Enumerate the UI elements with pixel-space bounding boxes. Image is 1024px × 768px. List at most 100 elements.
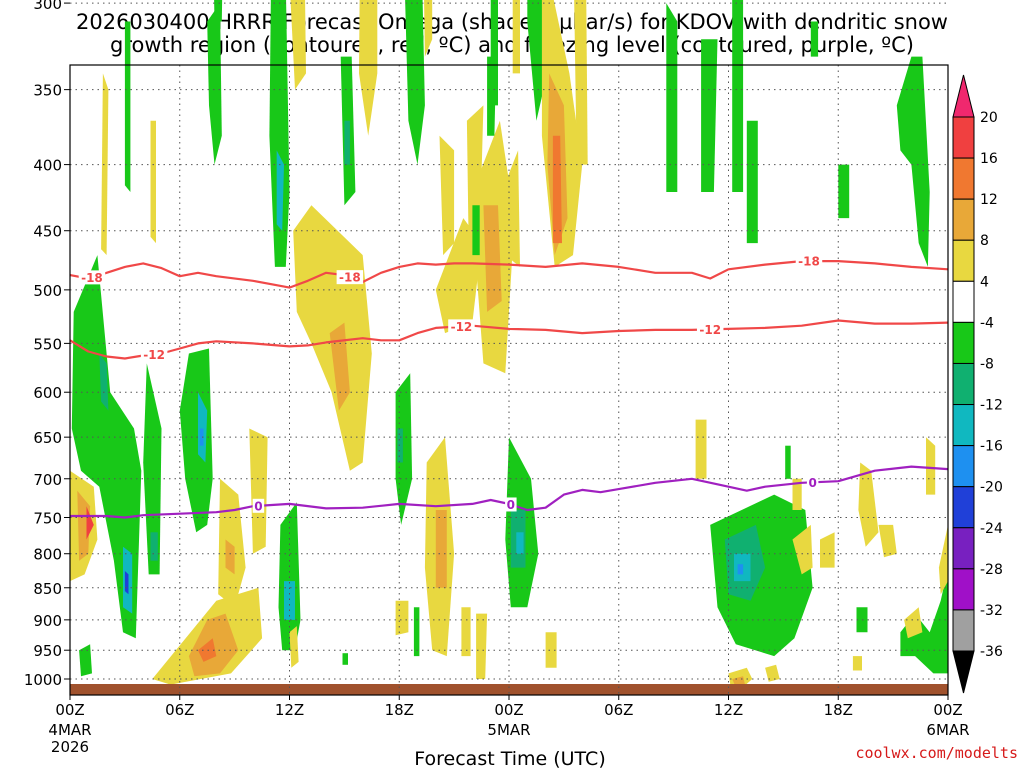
omega-region-37 (424, 0, 433, 57)
x-tick-label-2: 12Z (275, 701, 304, 719)
omega-region-6 (124, 571, 129, 595)
colorbar-label-8: -16 (980, 439, 1003, 455)
omega-region-64 (574, 0, 588, 165)
contour-label-0-2: -18 (798, 255, 820, 269)
x-tick-label-4: 00Z (494, 701, 523, 719)
contour-label-2-2: 0 (808, 476, 816, 490)
omega-region-70 (810, 21, 819, 57)
chart-title-line2: growth region (contoured, red, ºC) and f… (110, 33, 914, 57)
y-tick-label-400: 400 (33, 157, 62, 175)
x-axis-label: Forecast Time (UTC) (414, 748, 605, 768)
omega-region-23 (249, 428, 268, 554)
omega-region-84 (858, 462, 879, 547)
omega-region-86 (838, 164, 850, 219)
contour-label-bg-2-0 (252, 498, 265, 513)
omega-region-62 (552, 135, 562, 244)
colorbar: 20 16 12 8 4 -4 -8 -12 -16 -20 -24 -28 -32 -36 (952, 74, 1003, 694)
contour-label-bg-0-2 (795, 254, 823, 269)
omega-region-83 (820, 532, 835, 568)
contour-labels: -18 -18 -18 -12 -12 -12 0 0 0 (78, 254, 823, 513)
omega-region-38 (395, 373, 413, 525)
omega-region-9 (101, 73, 109, 256)
colorbar-segment-3 (952, 239, 975, 282)
colorbar-segment-1 (952, 157, 975, 200)
omega-region-7 (79, 644, 92, 677)
omega-region-45 (435, 510, 447, 588)
omega-region-71 (695, 419, 707, 479)
x-tick-sublabel-8-0: 6MAR (926, 721, 969, 739)
omega-region-39 (397, 428, 403, 463)
y-tick-label-700: 700 (33, 471, 62, 489)
colorbar-segment-6 (952, 362, 975, 406)
omega-region-89 (896, 56, 930, 267)
y-tick-label-550: 550 (33, 335, 62, 353)
omega-region-66 (666, 3, 678, 192)
omega-region-77 (785, 445, 791, 479)
colorbar-label-9: -20 (980, 480, 1003, 496)
contour-label-1-1: -12 (451, 320, 473, 334)
omega-region-29 (290, 0, 306, 90)
contour-label-bg-2-1 (505, 497, 517, 512)
colorbar-label-3: 8 (980, 233, 989, 249)
grid-lines (70, 2, 948, 695)
colorbar-segment-9 (952, 486, 975, 529)
omega-region-33 (344, 120, 350, 165)
omega-region-81 (792, 524, 813, 575)
omega-region-24 (269, 0, 290, 267)
x-tick-label-7: 18Z (824, 701, 853, 719)
y-tick-label-950: 950 (33, 642, 62, 660)
x-tick-label-1: 06Z (165, 701, 194, 719)
colorbar-segment-8 (952, 445, 975, 488)
colorbar-segment-0 (952, 116, 975, 159)
colorbar-label-4: 4 (980, 274, 989, 290)
omega-region-20 (198, 638, 217, 662)
omega-region-17 (214, 0, 223, 22)
contour-label-1-2: -12 (699, 323, 721, 337)
colorbar-segment-12 (952, 609, 975, 652)
omega-region-12 (150, 532, 158, 561)
omega-region-67 (701, 39, 718, 192)
y-axis-ticks: 2503003504004505005506006507007508008509… (24, 0, 70, 689)
colorbar-label-12: -32 (980, 603, 1003, 619)
omega-region-4 (99, 353, 109, 411)
omega-region-75 (737, 564, 744, 575)
x-tick-sublabel-0-0: 4MAR (48, 721, 91, 739)
omega-region-40 (413, 607, 420, 657)
omega-region-2 (86, 506, 94, 540)
y-tick-label-900: 900 (33, 612, 62, 630)
omega-region-11 (143, 363, 162, 575)
omega-region-16 (207, 3, 222, 165)
colorbar-segment-11 (952, 568, 975, 611)
omega-region-58 (487, 56, 497, 136)
contour-label-0-0: -18 (81, 271, 103, 285)
y-tick-label-450: 450 (33, 223, 62, 241)
omega-region-8 (124, 21, 131, 192)
omega-region-69 (746, 120, 758, 244)
colorbar-segment-10 (952, 527, 975, 570)
omega-region-92 (904, 607, 923, 639)
omega-region-80 (765, 664, 780, 682)
ground-surface (70, 684, 948, 695)
omega-region-82 (792, 478, 802, 510)
colorbar-bottom-triangle (952, 650, 975, 694)
y-tick-label-800: 800 (33, 546, 62, 564)
colorbar-label-13: -36 (980, 644, 1003, 660)
omega-region-36 (405, 0, 425, 165)
contour-line-2 (70, 465, 949, 519)
contour-label-0-1: -18 (339, 271, 361, 285)
omega-region-85 (878, 524, 897, 558)
omega-region-50 (461, 607, 471, 657)
omega-region-41 (395, 600, 409, 636)
omega-region-57 (512, 0, 520, 74)
omega-region-48 (501, 150, 520, 267)
contour-label-bg-1-0 (140, 347, 168, 362)
omega-region-56 (472, 205, 480, 256)
contour-label-bg-1-2 (696, 322, 724, 337)
omega-region-15 (199, 428, 204, 446)
omega-region-93 (938, 524, 948, 595)
contour-label-bg-1-1 (448, 319, 475, 334)
colorbar-label-1: 16 (980, 151, 998, 167)
omega-region-13 (179, 348, 213, 533)
